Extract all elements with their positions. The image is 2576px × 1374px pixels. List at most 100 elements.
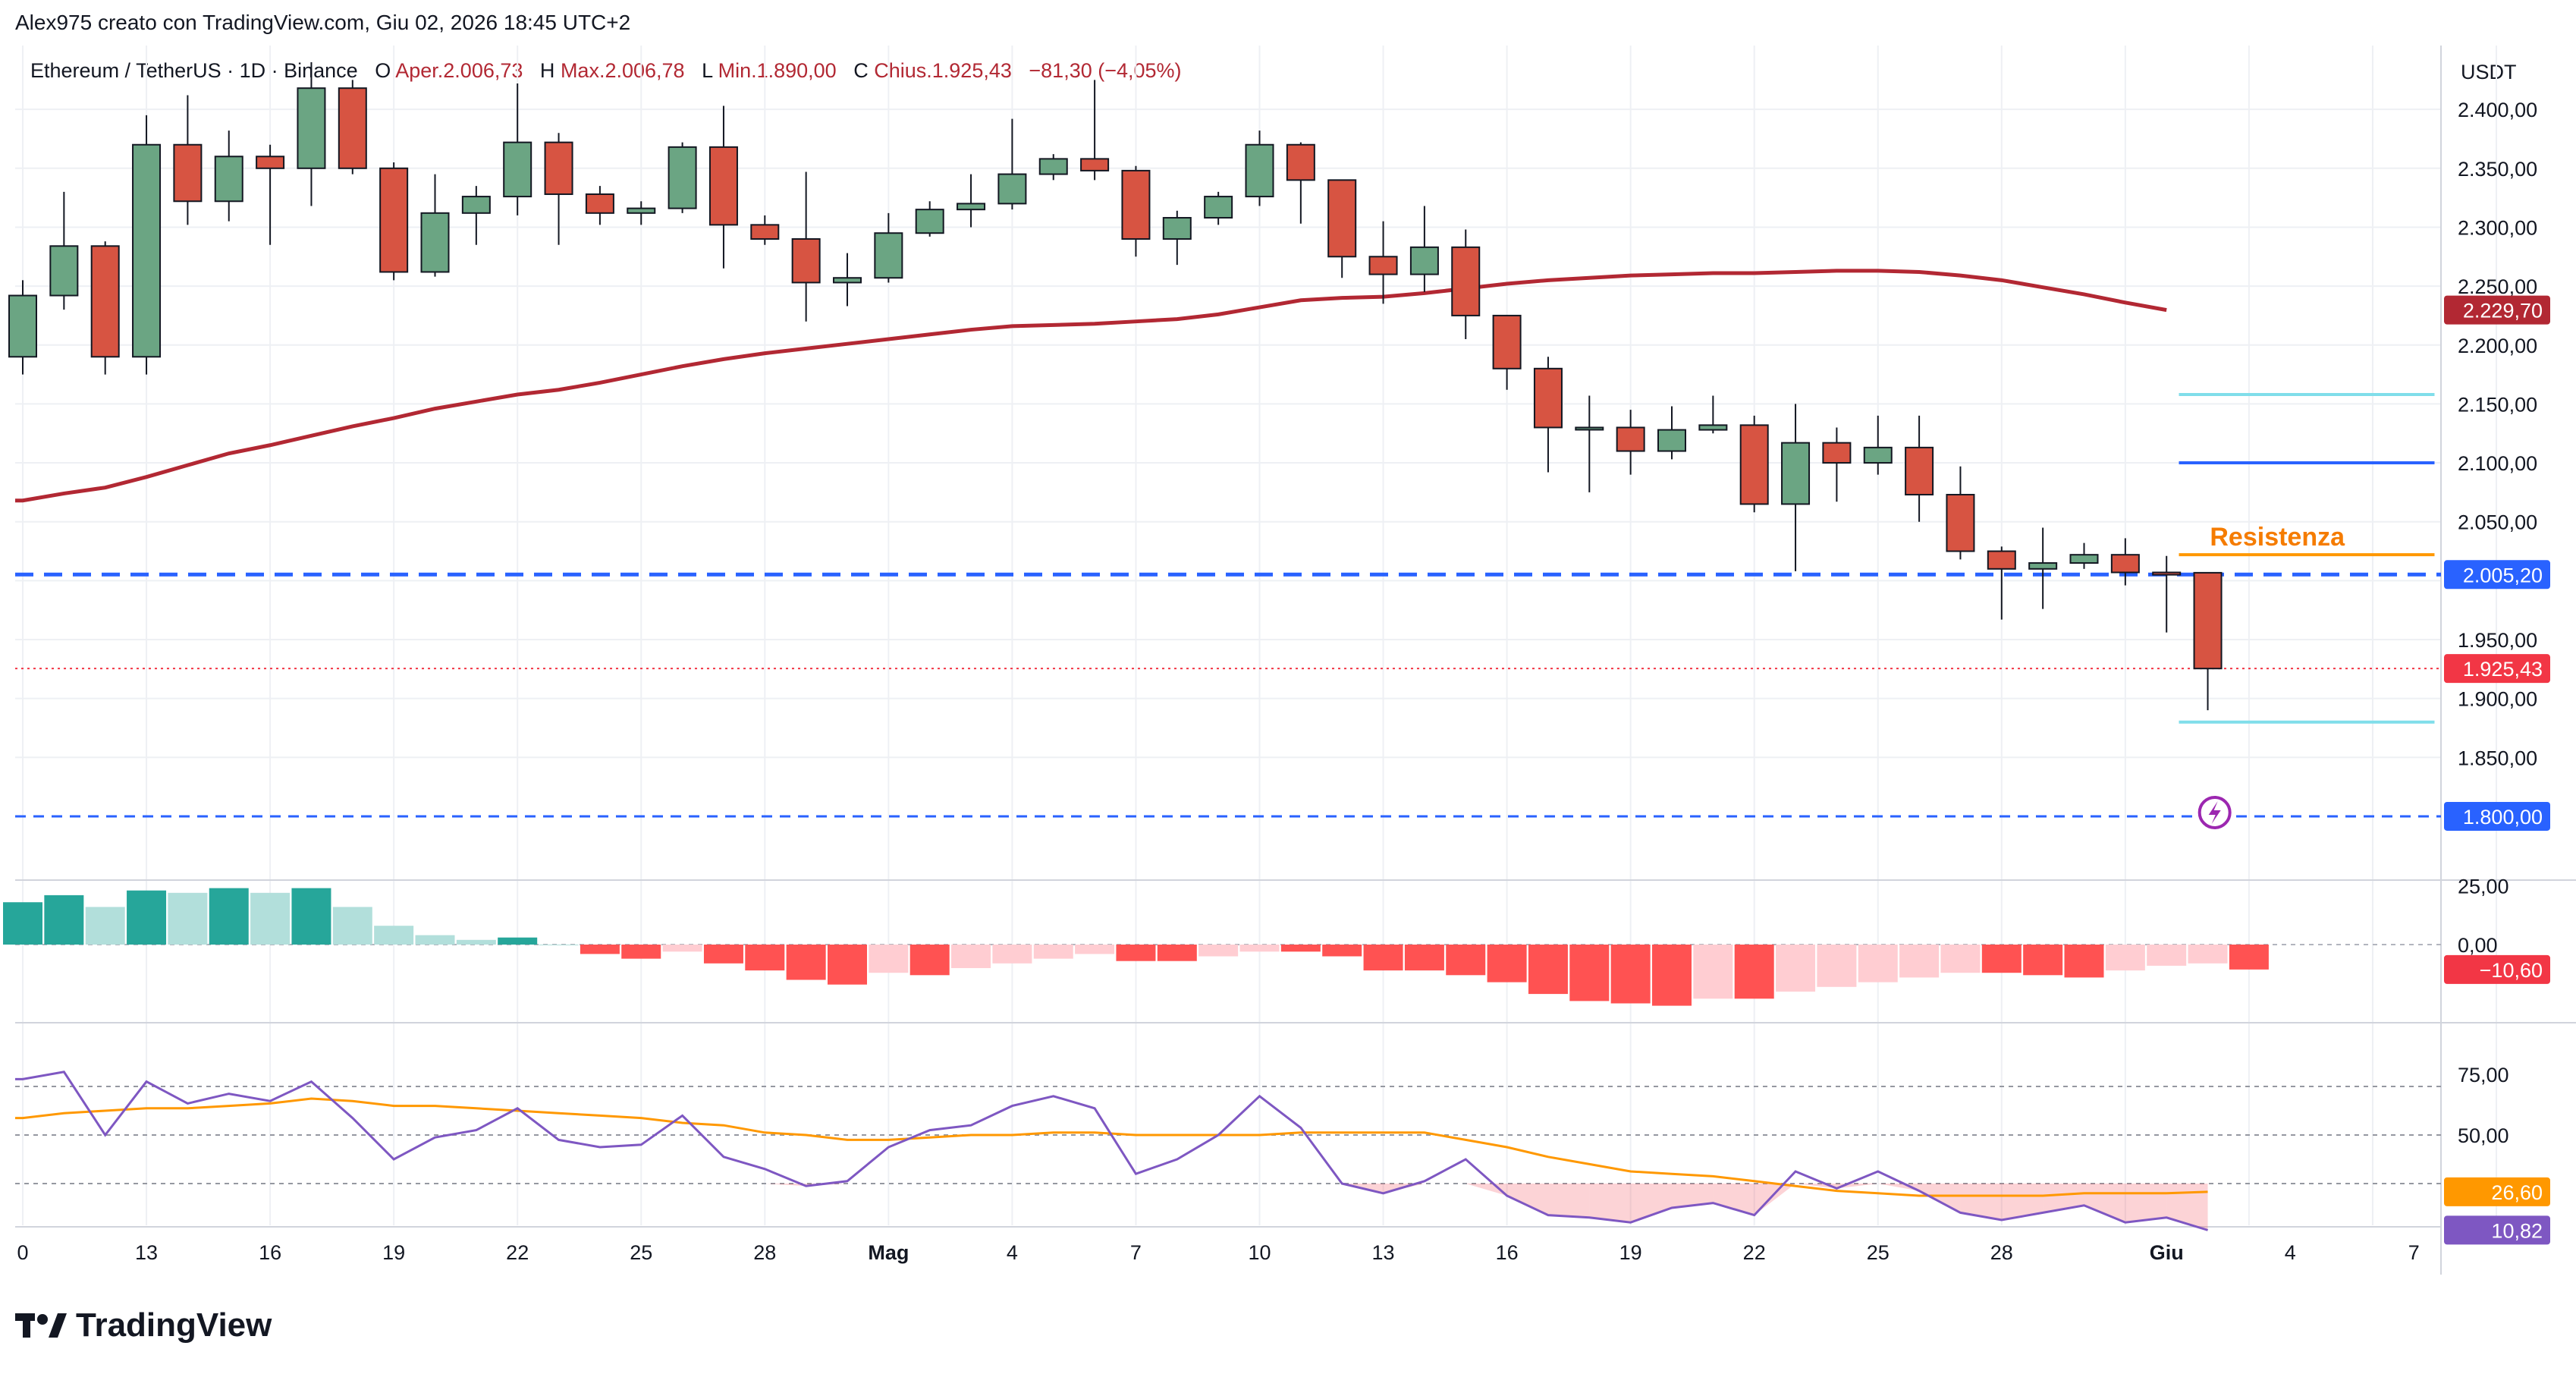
macd-histogram-bar — [1528, 945, 1568, 995]
candle-body — [1905, 446, 1934, 495]
macd-histogram-bar — [498, 937, 538, 945]
candle — [338, 80, 367, 175]
price-tick-label: 2.250,00 — [2458, 275, 2537, 298]
macd-histogram-bar — [1817, 945, 1857, 987]
macd-histogram-bar — [2064, 945, 2104, 978]
candle-body — [874, 232, 903, 279]
candle-body — [1451, 246, 1481, 316]
price-badge-ma: 2.229,70 — [2444, 295, 2550, 325]
rsi-oversold-fill — [2001, 1184, 2044, 1220]
currency-label[interactable]: USDT — [2461, 61, 2517, 83]
candle-body — [1616, 426, 1645, 452]
candle-body — [2152, 571, 2182, 576]
date-tick-label: 13 — [1372, 1241, 1395, 1264]
candle — [2028, 527, 2058, 609]
candle — [1409, 206, 1439, 292]
lightning-icon — [2208, 800, 2221, 824]
badge-background — [2444, 1215, 2550, 1245]
macd-histogram-bar — [1075, 945, 1115, 954]
macd-histogram-bar — [85, 907, 125, 945]
rsi-tick-label: 50,00 — [2458, 1124, 2509, 1147]
candle-body — [750, 224, 780, 240]
candle-body — [1162, 217, 1192, 240]
rsi-oversold-fill — [1713, 1184, 1755, 1215]
rsi-line — [15, 1071, 2208, 1231]
badge-background — [2444, 560, 2550, 590]
candle — [585, 186, 614, 225]
badge-text: 1.925,43 — [2463, 658, 2543, 681]
open-label: O — [375, 59, 391, 82]
moving-average-line — [15, 269, 2167, 503]
rsi-oversold-fill — [2043, 1184, 2084, 1213]
candle — [708, 105, 738, 269]
date-tick-label: Giu — [2150, 1241, 2184, 1264]
date-tick-label: 28 — [753, 1241, 776, 1264]
candle — [915, 201, 944, 237]
price-badge-last-price: 1.925,43 — [2444, 654, 2550, 684]
date-tick-label: Mag — [868, 1241, 909, 1264]
price-badge-resistance-line: 2.005,20 — [2444, 560, 2550, 590]
candle-body — [1492, 314, 1522, 369]
macd-histogram-bar — [1198, 945, 1239, 957]
candle — [379, 162, 409, 281]
candle-body — [1575, 426, 1604, 431]
rsi-oversold-fill — [1960, 1184, 2002, 1220]
macd-histogram-bar — [209, 888, 249, 945]
candle — [297, 62, 326, 206]
tradingview-logo[interactable]: TradingView — [15, 1306, 272, 1344]
macd-histogram-bar — [1610, 945, 1651, 1004]
symbol-name[interactable]: Ethereum / TetherUS · 1D · Binance — [30, 59, 358, 82]
candle — [1492, 314, 1522, 390]
macd-histogram-bar — [374, 926, 414, 945]
candle — [627, 201, 656, 225]
candle — [668, 142, 697, 213]
candle-body — [8, 294, 37, 358]
candle-body — [256, 156, 285, 169]
badge-background — [2444, 954, 2550, 984]
macd-histogram-bar — [621, 945, 661, 959]
macd-histogram-bar — [2147, 945, 2187, 966]
badge-background — [2444, 295, 2550, 325]
candle-body — [2193, 571, 2223, 670]
candle — [833, 253, 862, 307]
date-tick-label: 28 — [1990, 1241, 2013, 1264]
candle-body — [420, 212, 450, 273]
macd-histogram-bar — [992, 945, 1032, 964]
brand-name: TradingView — [76, 1306, 272, 1344]
macd-histogram-bar — [1734, 945, 1774, 999]
date-tick-label: 7 — [2408, 1241, 2420, 1264]
price-badges: 2.229,70 2.005,20 1.925,43 1.800,00 −10,60 26… — [2444, 295, 2550, 1245]
rsi-oversold-fill — [765, 1184, 806, 1187]
candle — [132, 115, 162, 375]
macd-histogram-bar — [44, 895, 84, 945]
macd-histogram-bar — [580, 945, 620, 954]
open-value: Aper.2.006,73 — [395, 59, 523, 82]
candle — [214, 130, 243, 222]
date-tick-label: 16 — [1496, 1241, 1519, 1264]
price-badge-rsi-ma: 26,60 — [2444, 1177, 2550, 1206]
candle — [874, 212, 903, 283]
close-label: C — [853, 59, 869, 82]
macd-histogram-bar — [1280, 945, 1321, 952]
date-tick-label: 22 — [1743, 1241, 1766, 1264]
price-tick-label: 1.950,00 — [2458, 629, 2537, 652]
candle-body — [338, 87, 367, 169]
candle — [1204, 191, 1233, 225]
candle — [503, 83, 532, 215]
date-tick-label: 4 — [1007, 1241, 1018, 1264]
date-tick-label: 19 — [1619, 1241, 1642, 1264]
macd-histogram-bar — [1239, 945, 1280, 952]
change-value: −81,30 (−4,05%) — [1029, 59, 1182, 82]
macd-histogram-bar — [1487, 945, 1527, 983]
candle-body — [627, 207, 656, 214]
price-tick-label: 1.850,00 — [2458, 747, 2537, 769]
rsi-oversold-fill — [1919, 1184, 1961, 1213]
low-label: L — [702, 59, 713, 82]
macd-histogram-bar — [1033, 945, 1073, 959]
candle — [544, 133, 573, 245]
macd-histogram-bar — [2023, 945, 2063, 976]
candle — [461, 186, 491, 245]
macd-histogram-bar — [662, 945, 702, 952]
candle-body — [1080, 158, 1110, 171]
